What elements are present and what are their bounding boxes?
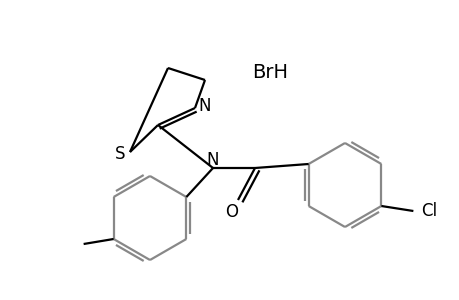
Text: O: O [225, 203, 238, 221]
Text: S: S [114, 145, 125, 163]
Text: Cl: Cl [420, 202, 437, 220]
Text: BrH: BrH [252, 62, 287, 82]
Text: N: N [198, 97, 211, 115]
Text: N: N [206, 151, 219, 169]
